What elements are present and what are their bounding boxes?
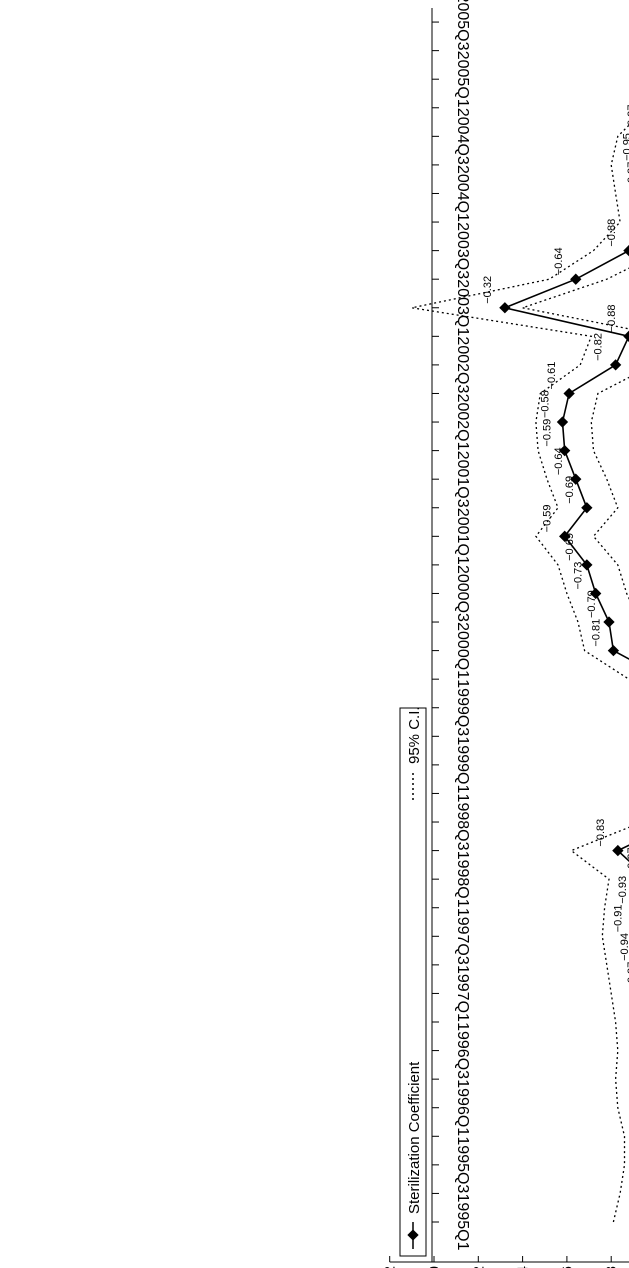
data-label: −0.88 bbox=[606, 304, 618, 332]
category-tick-label: 2005Q1 bbox=[454, 51, 471, 108]
data-label: −0.59 bbox=[542, 504, 554, 532]
data-label: −0.97 bbox=[626, 847, 629, 875]
data-point-marker bbox=[623, 244, 629, 257]
data-label: −0.81 bbox=[590, 619, 602, 647]
data-label: −0.58 bbox=[539, 390, 551, 418]
value-axis: −1.8−1.6−1.4−1.2−1−0.8−0.6−0.4−0.200.2 bbox=[382, 1256, 629, 1268]
data-label: −0.64 bbox=[553, 447, 565, 475]
category-tick-label: 1997Q3 bbox=[454, 908, 471, 965]
data-point-marker bbox=[612, 844, 624, 857]
data-point-marker bbox=[590, 587, 602, 600]
value-tick-label: −0.2 bbox=[470, 1266, 487, 1268]
category-tick-label: 1998Q3 bbox=[454, 794, 471, 851]
legend-frame bbox=[399, 707, 427, 1257]
category-tick-label: 1999Q1 bbox=[454, 736, 471, 793]
data-point-marker bbox=[607, 644, 620, 657]
category-tick-label: 1995Q3 bbox=[454, 1136, 471, 1193]
data-label: −0.97 bbox=[626, 962, 629, 990]
data-label: −0.79 bbox=[586, 590, 598, 618]
data-label: −0.82 bbox=[593, 333, 605, 361]
category-tick-label: 1996Q3 bbox=[454, 1022, 471, 1079]
value-tick-label: −0.6 bbox=[559, 1266, 576, 1268]
data-label: −0.69 bbox=[564, 533, 576, 561]
value-tick-label: 0 bbox=[426, 1266, 443, 1268]
data-label: −0.97 bbox=[626, 104, 629, 132]
data-label: −0.61 bbox=[546, 362, 558, 390]
category-tick-label: 2003Q3 bbox=[454, 222, 471, 279]
legend-item-coefficient: Sterilization Coefficient bbox=[406, 1061, 423, 1249]
data-label: −0.64 bbox=[553, 247, 565, 275]
data-point-marker bbox=[609, 359, 622, 371]
data-point-marker bbox=[603, 616, 615, 628]
data-label: −0.69 bbox=[564, 476, 576, 504]
data-label: −0.97 bbox=[626, 162, 629, 190]
category-tick-label: 2000Q3 bbox=[454, 565, 471, 622]
category-tick-label: 1997Q1 bbox=[454, 965, 471, 1022]
category-tick-label: 1998Q1 bbox=[454, 851, 471, 908]
category-tick-label: 2002Q3 bbox=[454, 336, 471, 393]
data-point-marker bbox=[559, 444, 571, 457]
category-tick-label: 2001Q3 bbox=[454, 451, 471, 508]
data-labels: −1.00−1.02−1.05−1.06−1.02−1.00−1.00−0.99… bbox=[482, 104, 629, 990]
data-label: −0.73 bbox=[573, 562, 585, 590]
data-point-marker bbox=[563, 387, 575, 400]
legend-diamond-icon bbox=[407, 1229, 419, 1241]
category-tick-label: 2005Q3 bbox=[454, 0, 471, 51]
data-point-marker bbox=[499, 302, 511, 314]
data-point-marker bbox=[559, 530, 571, 542]
category-tick-label: 2003Q1 bbox=[454, 279, 471, 336]
value-tick-label: −0.8 bbox=[603, 1266, 620, 1268]
category-tick-label: 2004Q3 bbox=[454, 108, 471, 165]
data-label: −0.91 bbox=[613, 904, 625, 932]
category-tick-label: 1996Q1 bbox=[454, 1079, 471, 1136]
data-point-marker bbox=[581, 502, 593, 514]
category-tick-label: 1999Q3 bbox=[454, 679, 471, 736]
data-point-marker bbox=[556, 416, 569, 428]
coefficient-series bbox=[499, 244, 629, 862]
data-label: −0.95 bbox=[621, 133, 629, 161]
data-label: −0.59 bbox=[542, 419, 554, 447]
data-label: −0.83 bbox=[595, 819, 607, 847]
category-tick-label: 2000Q1 bbox=[454, 622, 471, 679]
value-tick-label: 0.2 bbox=[382, 1266, 399, 1268]
legend-label-coefficient: Sterilization Coefficient bbox=[406, 1061, 423, 1214]
data-point-marker bbox=[570, 473, 582, 485]
data-label: −0.88 bbox=[606, 219, 618, 247]
data-label: −0.32 bbox=[482, 276, 494, 304]
category-tick-label: 2001Q1 bbox=[454, 508, 471, 565]
legend: Sterilization Coefficient 95% C.I. bbox=[399, 706, 427, 1257]
category-tick-label: 1995Q1 bbox=[454, 1194, 471, 1251]
category-tick-label: 2004Q1 bbox=[454, 165, 471, 222]
legend-label-ci: 95% C.I. bbox=[406, 706, 423, 764]
data-point-marker bbox=[581, 559, 593, 571]
data-label: −0.94 bbox=[619, 933, 629, 961]
data-point-marker bbox=[623, 330, 629, 342]
value-tick-label: −0.4 bbox=[515, 1266, 532, 1268]
legend-item-ci: 95% C.I. bbox=[406, 706, 423, 800]
category-axis: 1995Q11995Q31996Q11996Q31997Q11997Q31998… bbox=[431, 0, 471, 1262]
category-tick-label: 2002Q1 bbox=[454, 394, 471, 451]
data-label: −0.93 bbox=[617, 876, 629, 904]
data-point-marker bbox=[570, 273, 582, 285]
